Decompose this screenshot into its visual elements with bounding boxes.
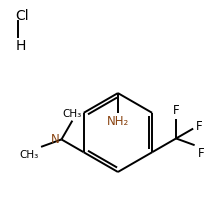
Text: N: N — [51, 133, 59, 146]
Text: Cl: Cl — [15, 9, 29, 23]
Text: H: H — [15, 39, 26, 53]
Text: F: F — [198, 147, 204, 160]
Text: F: F — [196, 120, 203, 133]
Text: F: F — [173, 104, 179, 117]
Text: NH₂: NH₂ — [107, 115, 129, 128]
Text: CH₃: CH₃ — [63, 109, 82, 119]
Text: CH₃: CH₃ — [20, 150, 39, 160]
